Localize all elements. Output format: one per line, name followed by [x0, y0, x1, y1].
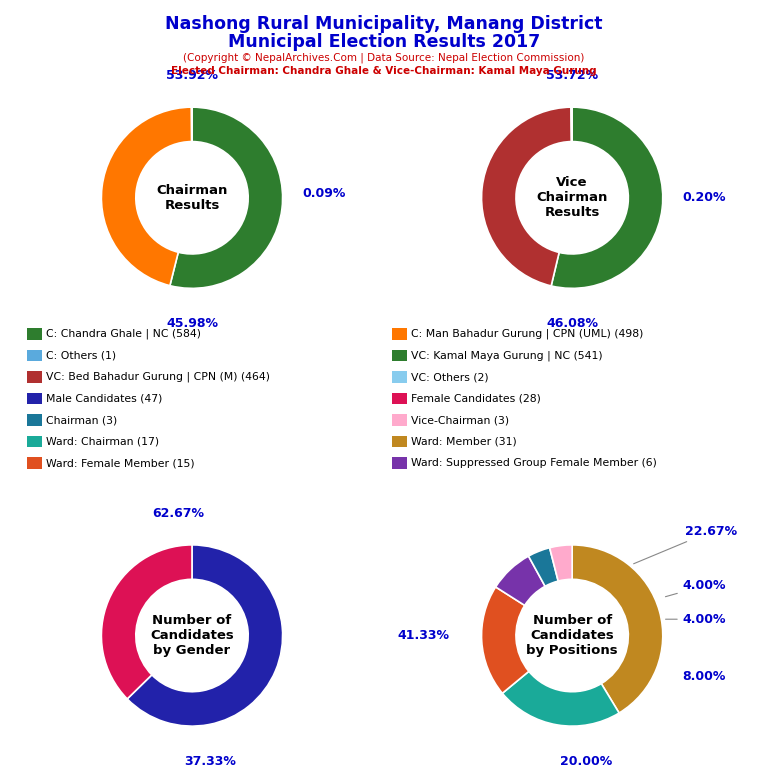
Text: 45.98%: 45.98%: [166, 317, 218, 330]
Text: Number of
Candidates
by Gender: Number of Candidates by Gender: [150, 614, 234, 657]
Text: Female Candidates (28): Female Candidates (28): [411, 393, 541, 404]
Text: Chairman (3): Chairman (3): [46, 415, 118, 425]
Wedge shape: [550, 545, 572, 581]
Text: Vice
Chairman
Results: Vice Chairman Results: [537, 177, 607, 219]
Text: C: Chandra Ghale | NC (584): C: Chandra Ghale | NC (584): [46, 329, 201, 339]
Text: Nashong Rural Municipality, Manang District: Nashong Rural Municipality, Manang Distr…: [165, 15, 603, 33]
Text: Ward: Suppressed Group Female Member (6): Ward: Suppressed Group Female Member (6): [411, 458, 657, 468]
Text: 20.00%: 20.00%: [560, 755, 612, 768]
Text: VC: Kamal Maya Gurung | NC (541): VC: Kamal Maya Gurung | NC (541): [411, 350, 603, 361]
Text: 0.20%: 0.20%: [683, 191, 727, 204]
Text: 62.67%: 62.67%: [152, 507, 204, 519]
Wedge shape: [495, 556, 545, 605]
Text: Ward: Member (31): Ward: Member (31): [411, 436, 517, 447]
Text: 37.33%: 37.33%: [184, 755, 236, 768]
Wedge shape: [502, 671, 619, 726]
Text: Municipal Election Results 2017: Municipal Election Results 2017: [228, 33, 540, 51]
Text: Male Candidates (47): Male Candidates (47): [46, 393, 163, 404]
Text: 53.92%: 53.92%: [166, 69, 218, 81]
Text: C: Others (1): C: Others (1): [46, 350, 116, 361]
Text: 4.00%: 4.00%: [665, 579, 727, 597]
Text: 4.00%: 4.00%: [666, 613, 727, 626]
Text: Chairman
Results: Chairman Results: [157, 184, 227, 212]
Text: Vice-Chairman (3): Vice-Chairman (3): [411, 415, 509, 425]
Text: Ward: Chairman (17): Ward: Chairman (17): [46, 436, 159, 447]
Text: 22.67%: 22.67%: [634, 525, 737, 564]
Wedge shape: [528, 548, 558, 586]
Text: Elected Chairman: Chandra Ghale & Vice-Chairman: Kamal Maya Gurung: Elected Chairman: Chandra Ghale & Vice-C…: [171, 66, 597, 76]
Wedge shape: [482, 108, 571, 286]
Text: Number of
Candidates
by Positions: Number of Candidates by Positions: [526, 614, 618, 657]
Text: VC: Others (2): VC: Others (2): [411, 372, 488, 382]
Text: Ward: Female Member (15): Ward: Female Member (15): [46, 458, 195, 468]
Wedge shape: [482, 587, 529, 694]
Text: 46.08%: 46.08%: [546, 317, 598, 330]
Text: 8.00%: 8.00%: [683, 670, 726, 683]
Text: 41.33%: 41.33%: [398, 629, 450, 642]
Text: 53.72%: 53.72%: [546, 69, 598, 81]
Wedge shape: [170, 107, 283, 288]
Text: VC: Bed Bahadur Gurung | CPN (M) (464): VC: Bed Bahadur Gurung | CPN (M) (464): [46, 372, 270, 382]
Wedge shape: [101, 108, 192, 286]
Wedge shape: [127, 545, 283, 726]
Text: C: Man Bahadur Gurung | CPN (UML) (498): C: Man Bahadur Gurung | CPN (UML) (498): [411, 329, 644, 339]
Wedge shape: [571, 107, 572, 141]
Wedge shape: [101, 545, 192, 699]
Wedge shape: [551, 107, 663, 288]
Text: (Copyright © NepalArchives.Com | Data Source: Nepal Election Commission): (Copyright © NepalArchives.Com | Data So…: [184, 52, 584, 63]
Text: 0.09%: 0.09%: [303, 187, 346, 200]
Wedge shape: [572, 545, 663, 713]
